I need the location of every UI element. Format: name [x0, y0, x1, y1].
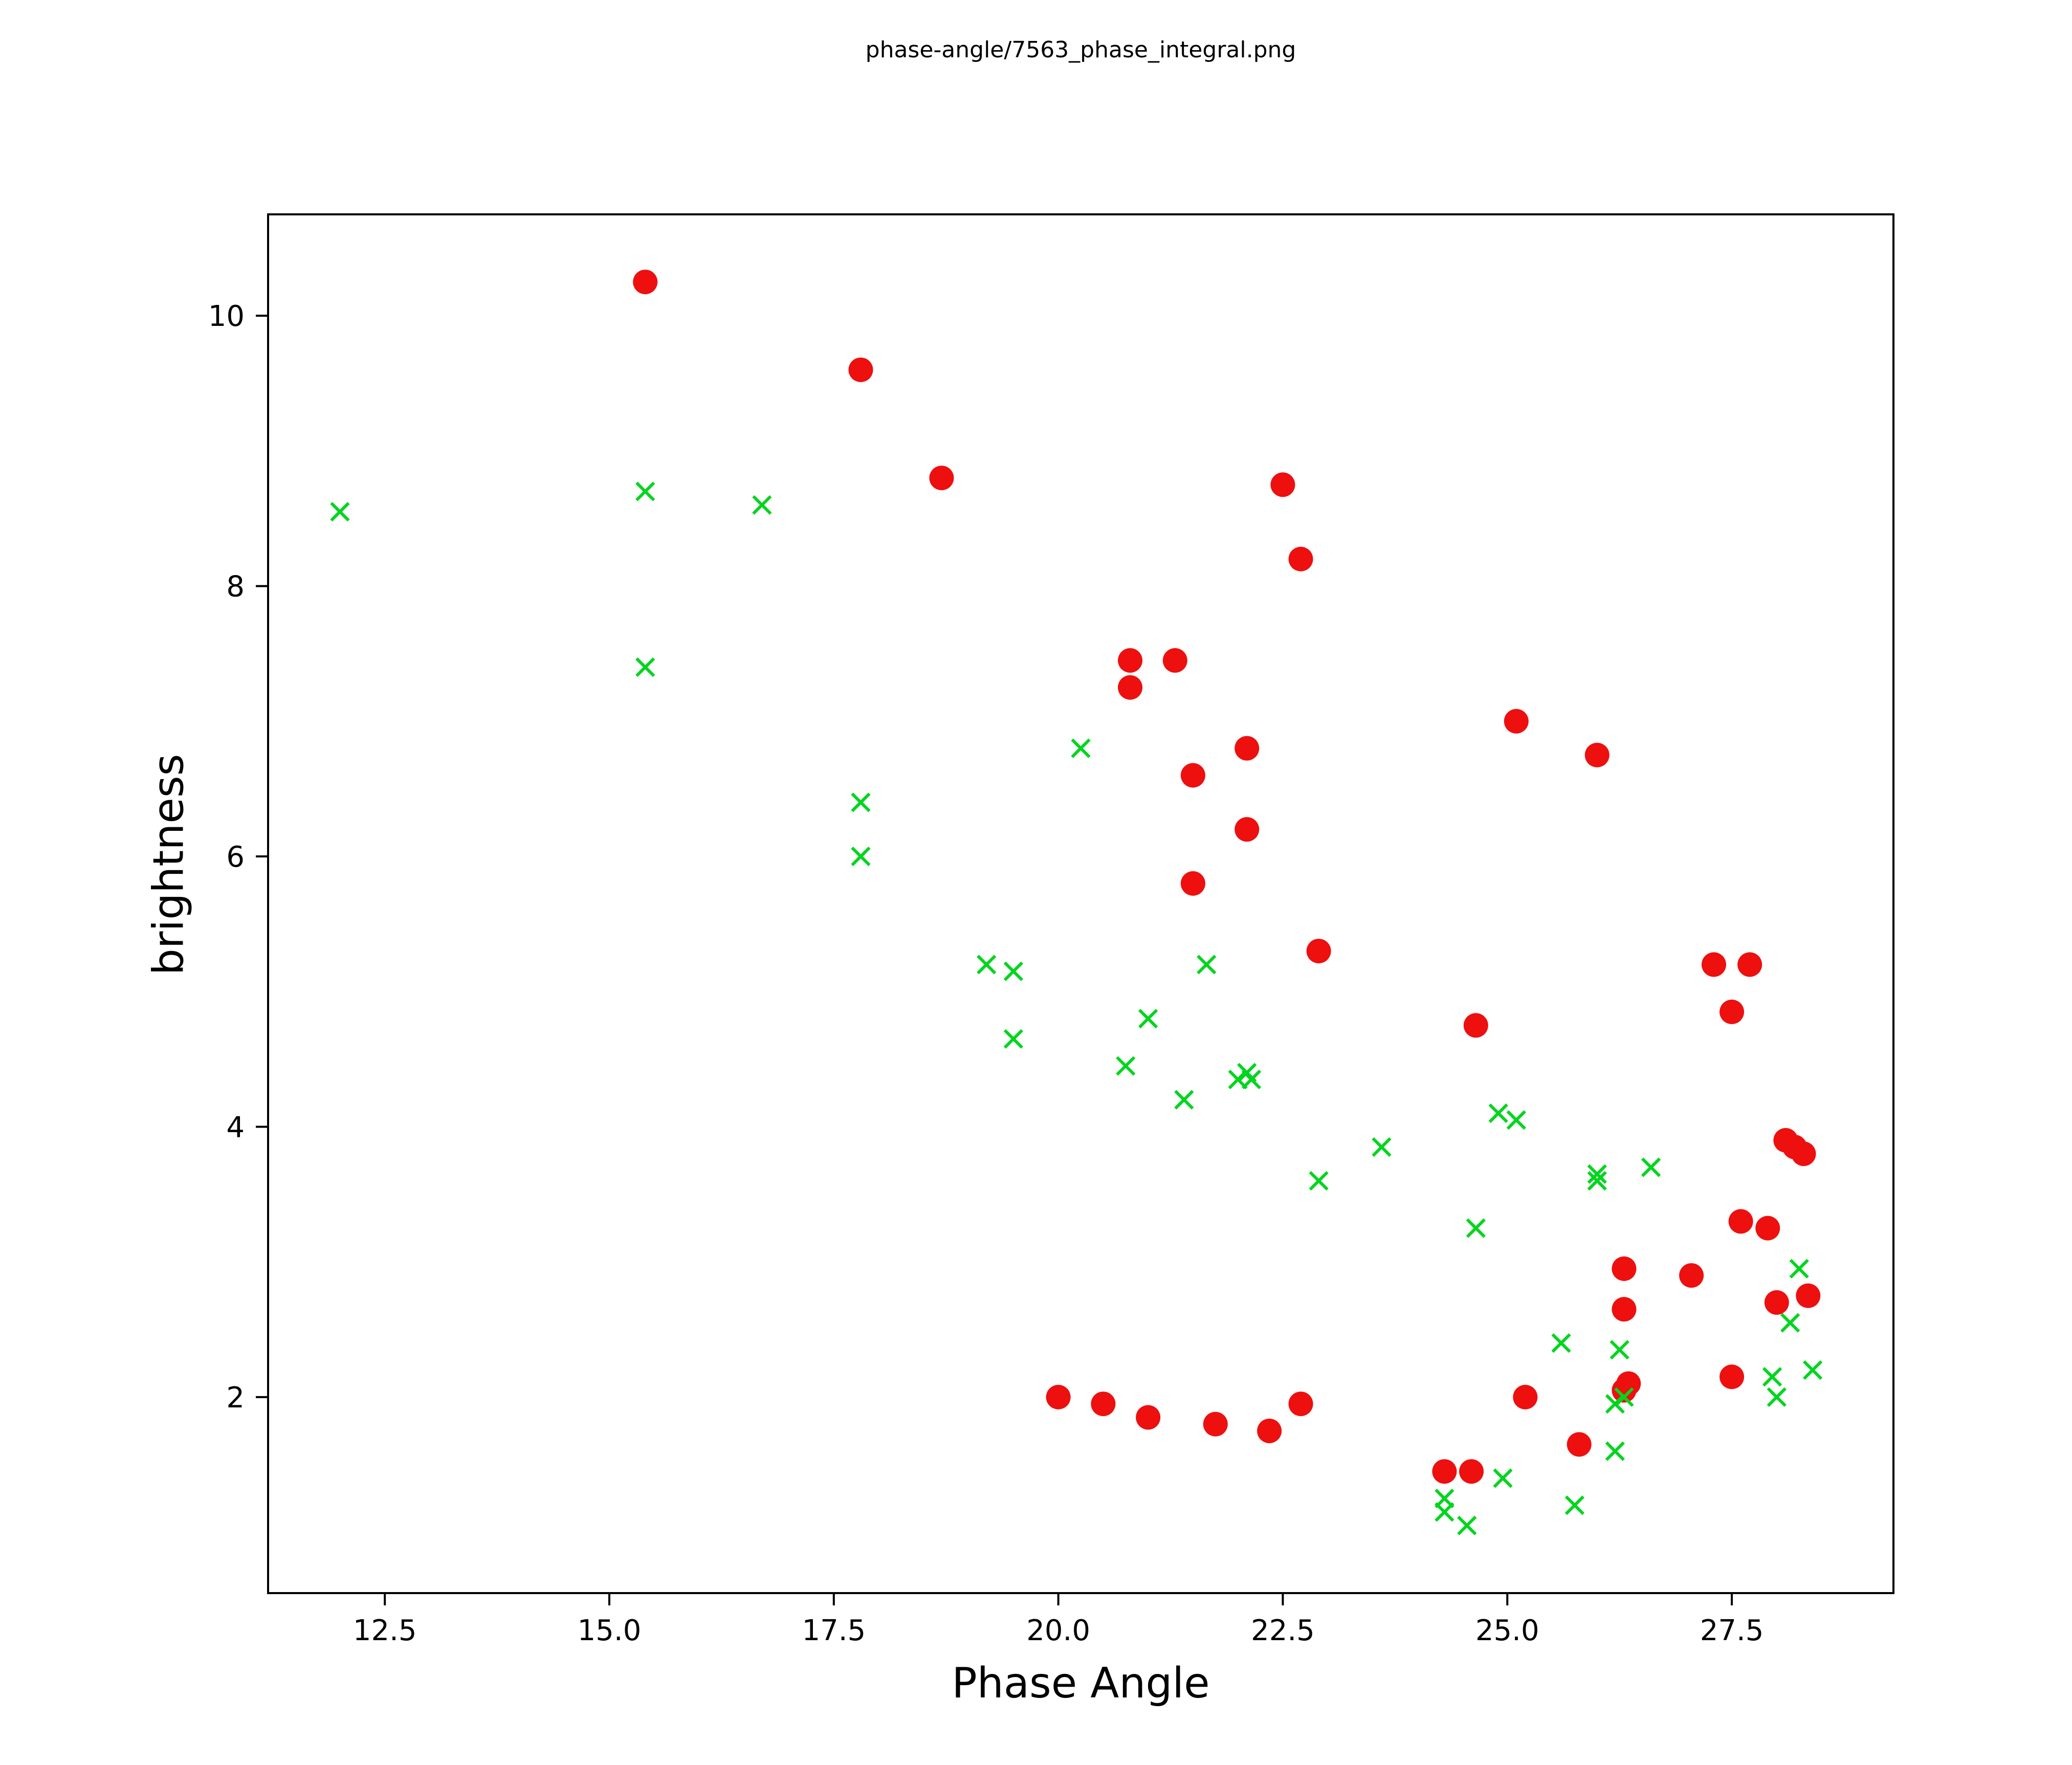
data-point-x	[1003, 961, 1023, 981]
data-point-circle	[1567, 1432, 1592, 1457]
data-point-x	[1564, 1495, 1585, 1515]
data-point-x	[1116, 1056, 1136, 1076]
data-point-x	[1003, 1029, 1023, 1049]
data-point-x	[1241, 1069, 1262, 1090]
data-point-x	[1457, 1515, 1477, 1536]
data-point-circle	[1432, 1459, 1457, 1484]
data-point-x	[1174, 1090, 1194, 1110]
data-point-circle	[1046, 1384, 1071, 1409]
data-point-x	[1493, 1468, 1513, 1488]
data-point-circle	[1513, 1384, 1538, 1409]
data-point-circle	[1755, 1216, 1780, 1241]
data-point-x	[1551, 1333, 1571, 1353]
data-point-x	[635, 481, 655, 501]
data-point-circle	[1288, 1392, 1313, 1417]
data-point-circle	[1118, 648, 1143, 673]
y-tick-label: 6	[226, 841, 245, 874]
data-point-circle	[1180, 871, 1205, 896]
data-point-x	[1789, 1259, 1809, 1279]
data-point-circle	[1612, 1378, 1637, 1403]
data-point-x	[635, 657, 655, 677]
data-point-circle	[1764, 1290, 1789, 1315]
data-point-circle	[1180, 763, 1205, 788]
data-point-circle	[1612, 1297, 1637, 1322]
data-point-x	[1762, 1367, 1782, 1387]
data-point-x	[1767, 1387, 1787, 1407]
data-point-circle	[1091, 1392, 1116, 1417]
data-point-circle	[1679, 1263, 1704, 1288]
data-point-circle	[1504, 709, 1529, 734]
x-tick-label: 22.5	[1251, 1614, 1315, 1647]
data-point-circle	[1270, 472, 1295, 497]
data-point-x	[1610, 1340, 1629, 1360]
data-point-circle	[1162, 648, 1187, 673]
data-point-circle	[1584, 742, 1610, 767]
data-point-circle	[1701, 952, 1726, 977]
y-axis-label: brightness	[144, 754, 193, 976]
data-point-circle	[1791, 1141, 1816, 1166]
data-point-circle	[1720, 1364, 1745, 1389]
x-tick-label: 12.5	[353, 1614, 417, 1647]
x-tick-label: 15.0	[578, 1614, 642, 1647]
data-point-x	[1780, 1313, 1800, 1333]
data-point-x	[330, 502, 350, 522]
x-tick-label: 20.0	[1026, 1614, 1090, 1647]
data-point-circle	[1235, 817, 1260, 842]
data-point-x	[1605, 1394, 1625, 1414]
data-point-circle	[848, 357, 873, 382]
data-point-x	[1802, 1360, 1823, 1380]
y-tick-label: 8	[226, 570, 245, 604]
data-point-x	[1587, 1164, 1607, 1184]
data-point-x	[1605, 1441, 1625, 1461]
data-point-circle	[1737, 952, 1762, 977]
data-point-x	[1071, 738, 1091, 758]
y-tick-label: 4	[226, 1111, 245, 1144]
data-point-x	[1138, 1008, 1158, 1029]
data-point-x	[1466, 1218, 1486, 1238]
data-point-circle	[1203, 1411, 1228, 1437]
data-point-x	[1435, 1502, 1454, 1522]
data-point-circle	[1118, 675, 1143, 700]
x-tick-label: 25.0	[1475, 1614, 1539, 1647]
data-point-x	[1309, 1171, 1329, 1191]
data-point-x	[1197, 955, 1217, 975]
data-point-circle	[1796, 1283, 1821, 1308]
data-point-x	[1614, 1387, 1634, 1407]
chart-title: phase-angle/7563_phase_integral.png	[865, 37, 1296, 63]
data-point-circle	[1463, 1013, 1488, 1038]
data-point-circle	[1459, 1459, 1484, 1484]
data-point-circle	[633, 270, 658, 295]
x-axis-label: Phase Angle	[952, 1659, 1210, 1708]
data-point-circle	[1612, 1256, 1637, 1281]
data-point-x	[1372, 1137, 1392, 1157]
data-point-circle	[1720, 999, 1745, 1024]
x-tick-label: 17.5	[802, 1614, 866, 1647]
data-point-x	[1587, 1171, 1607, 1191]
y-tick-label: 2	[226, 1381, 245, 1415]
data-point-circle	[1136, 1405, 1161, 1430]
data-point-x	[1506, 1110, 1526, 1130]
data-point-circle	[1728, 1209, 1753, 1234]
data-point-circle	[1235, 736, 1260, 761]
data-point-circle	[929, 466, 954, 491]
data-point-x	[977, 955, 997, 975]
plot-border	[267, 213, 1894, 1594]
x-tick-label: 27.5	[1700, 1614, 1764, 1647]
data-point-x	[1488, 1103, 1508, 1123]
data-point-x	[851, 792, 871, 812]
data-point-x	[851, 846, 871, 867]
data-point-x	[752, 495, 772, 515]
data-point-circle	[1306, 938, 1331, 963]
y-tick-label: 10	[208, 300, 245, 333]
data-point-circle	[1288, 546, 1313, 571]
data-point-x	[1641, 1157, 1661, 1177]
data-point-circle	[1257, 1418, 1282, 1443]
